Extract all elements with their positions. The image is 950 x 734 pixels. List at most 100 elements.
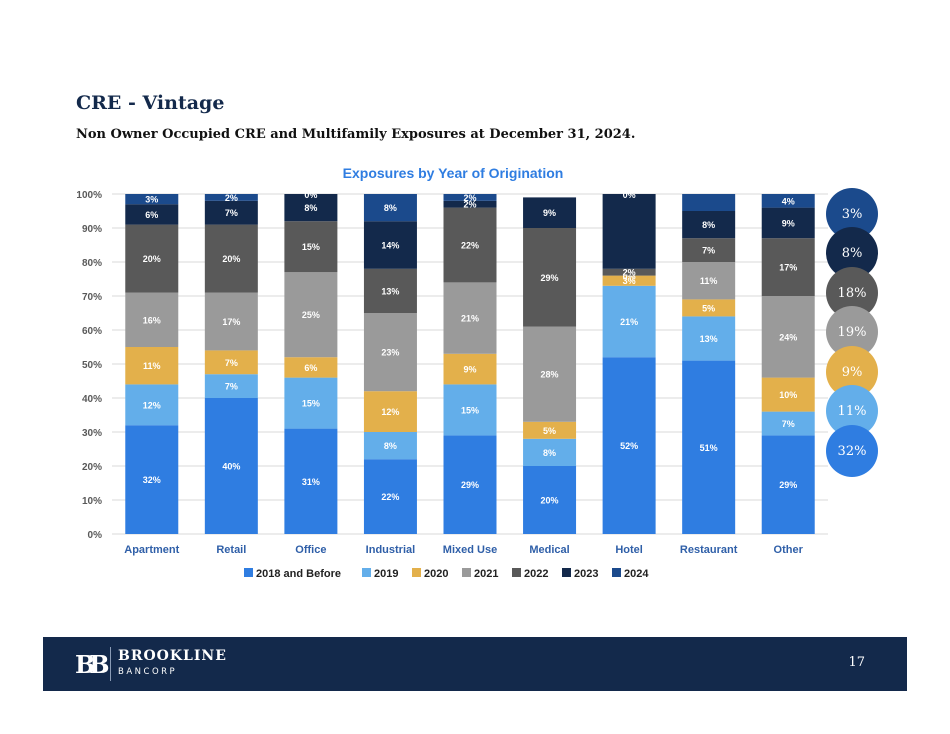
data-label: 21%	[461, 314, 479, 324]
data-label: 17%	[779, 263, 797, 273]
data-label: 20%	[222, 254, 240, 264]
bar-segment	[443, 200, 497, 208]
bar-segment	[602, 268, 656, 276]
bar-segment	[523, 466, 577, 534]
x-tick-label: Hotel	[615, 544, 643, 556]
data-label: 8%	[543, 448, 556, 458]
y-tick-label: 60%	[82, 326, 102, 337]
data-label: 32%	[143, 475, 161, 485]
bar-segment	[682, 299, 736, 317]
bar-segment	[682, 262, 736, 300]
x-tick-label: Apartment	[124, 544, 179, 556]
bar-segment	[761, 207, 815, 239]
legend-swatch	[412, 568, 421, 577]
bar-segment	[602, 285, 656, 358]
bar-segment	[602, 275, 656, 286]
data-label: 52%	[620, 441, 638, 451]
bar-segment	[443, 282, 497, 354]
data-label: 8%	[304, 203, 317, 213]
bar-segment	[204, 398, 258, 534]
bar-segment	[125, 224, 179, 293]
x-tick-label: Office	[295, 544, 326, 556]
data-label: 14%	[381, 241, 399, 251]
data-label: 11%	[143, 361, 161, 371]
y-tick-label: 0%	[88, 530, 103, 541]
x-tick-label: Restaurant	[680, 544, 738, 556]
data-label: 7%	[225, 358, 238, 368]
bar-segment	[363, 268, 417, 313]
bar-segment	[125, 347, 179, 385]
bar-segment	[761, 411, 815, 436]
bar-segment	[284, 377, 338, 429]
data-label: 2%	[225, 193, 238, 203]
footer-bar: BB BROOKLINE BANCORP 17	[43, 637, 907, 691]
bar-segment	[125, 204, 179, 225]
data-label: 7%	[225, 208, 238, 218]
data-label: 40%	[222, 462, 240, 472]
bar-segment	[443, 435, 497, 534]
bar-segment	[602, 357, 656, 534]
data-label: 15%	[461, 405, 479, 415]
data-label: 5%	[543, 426, 556, 436]
data-label: 13%	[700, 334, 718, 344]
data-label: 28%	[541, 370, 559, 380]
data-label: 16%	[143, 315, 161, 325]
legend-label: 2024	[624, 568, 649, 580]
logo-divider	[110, 647, 111, 681]
x-tick-label: Mixed Use	[443, 544, 497, 556]
bar-segment	[363, 391, 417, 432]
bar-segment	[363, 221, 417, 269]
bar-segment	[363, 459, 417, 534]
legend-swatch	[462, 568, 471, 577]
data-label: 8%	[384, 441, 397, 451]
bar-segment	[682, 238, 736, 262]
legend-label: 2020	[424, 568, 448, 580]
y-tick-label: 50%	[82, 360, 102, 371]
bar-segment	[284, 428, 338, 534]
legend-swatch	[362, 568, 371, 577]
legend-label: 2023	[574, 568, 598, 580]
brand-name: BROOKLINE	[118, 648, 227, 664]
x-tick-label: Retail	[216, 544, 246, 556]
bar-segment	[363, 194, 417, 222]
data-label: 0%	[623, 190, 636, 200]
bar-segment	[204, 194, 258, 201]
y-tick-label: 40%	[82, 394, 102, 405]
bar-segment	[204, 224, 258, 293]
data-label: 2%	[623, 268, 636, 278]
data-label: 7%	[782, 419, 795, 429]
brand-subname: BANCORP	[118, 667, 178, 677]
data-label: 9%	[782, 218, 795, 228]
y-tick-label: 20%	[82, 462, 102, 473]
bar-segment	[204, 200, 258, 225]
data-label: 25%	[302, 310, 320, 320]
legend-label: 2019	[374, 568, 398, 580]
data-label: 0%	[304, 190, 317, 200]
bar-segment	[443, 384, 497, 436]
data-label: 8%	[702, 220, 715, 230]
bar-segment	[682, 211, 736, 239]
x-tick-label: Medical	[529, 544, 569, 556]
bar-segment	[125, 384, 179, 426]
bar-segment	[204, 374, 258, 398]
x-tick-label: Industrial	[366, 544, 416, 556]
legend-label: 2021	[474, 568, 498, 580]
bar-segment	[284, 194, 338, 222]
bar-segment	[602, 194, 656, 269]
bar-segment	[204, 292, 258, 351]
data-label: 51%	[700, 443, 718, 453]
data-label: 24%	[779, 332, 797, 342]
bar-segment	[125, 292, 179, 347]
bar-segment	[761, 296, 815, 378]
page-number: 17	[848, 655, 865, 670]
data-label: 22%	[461, 241, 479, 251]
total-bubble: 32%	[826, 425, 878, 477]
bar-segment	[761, 435, 815, 534]
bar-segment	[284, 221, 338, 273]
data-label: 3%	[623, 276, 636, 286]
data-label: 21%	[620, 317, 638, 327]
legend-swatch	[244, 568, 253, 577]
bar-segment	[761, 238, 815, 296]
bar-segment	[125, 425, 179, 534]
data-label: 12%	[143, 400, 161, 410]
